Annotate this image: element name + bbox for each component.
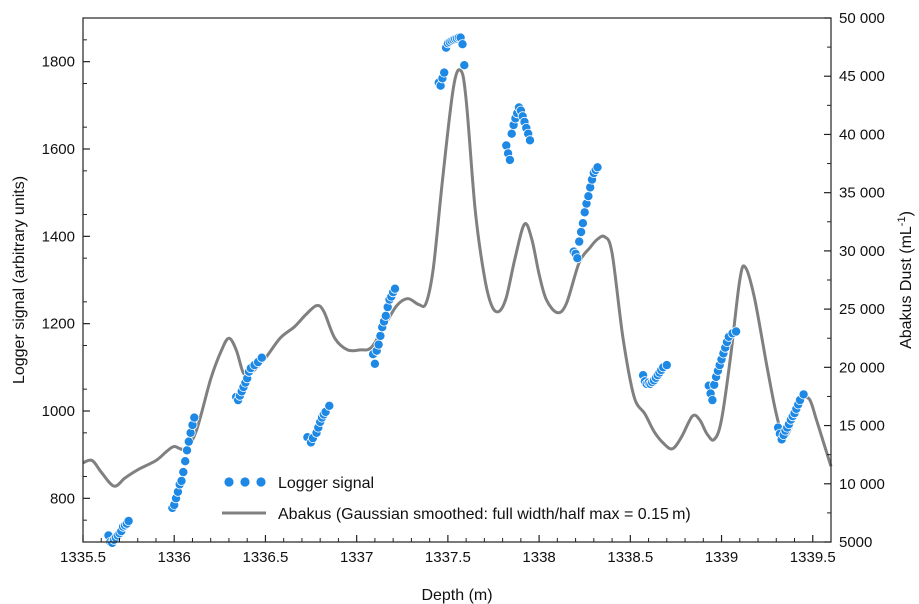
logger-point [375,330,386,341]
y-right-tick-label: 20 000 [839,359,885,376]
logger-point [577,218,588,229]
logger-point [256,352,267,363]
right-y-axis-title: Abakus Dust (mL-1) [896,211,915,349]
logger-point [439,67,450,78]
y-right-tick-label: 50 000 [839,10,885,27]
y-left-tick-label: 1400 [42,228,75,245]
y-right-tick-label: 45 000 [839,68,885,85]
legend: Logger signal Abakus (Gaussian smoothed:… [222,475,691,523]
logger-point [459,60,470,71]
abakus-line-layer [82,68,833,488]
logger-point [583,191,594,202]
legend-label-abakus: Abakus (Gaussian smoothed: full width/ha… [278,506,691,523]
logger-point [176,475,187,486]
x-tick-label: 1336.5 [242,549,288,566]
logger-point [389,283,400,294]
y-right-tick-label: 30 000 [839,243,885,260]
logger-point [572,253,583,264]
y-left-tick-label: 1600 [42,141,75,158]
x-tick-label: 1337.5 [425,549,471,566]
logger-point [178,467,189,478]
logger-point [798,389,809,400]
y-left-tick-label: 1200 [42,316,75,333]
y-right-tick-label: 5000 [839,534,872,551]
logger-point [525,135,536,146]
y-right-tick-label: 40 000 [839,126,885,143]
legend-dot [240,477,250,487]
y-left-tick-label: 800 [50,490,75,507]
logger-point [380,310,391,321]
logger-point [189,412,200,423]
logger-point [506,128,517,139]
logger-point [574,236,585,247]
x-tick-label: 1337 [340,549,373,566]
logger-point [457,39,468,50]
y-right-tick-label: 25 000 [839,301,885,318]
logger-point [180,456,191,467]
right-y-axis-title-end: ) [898,211,915,216]
x-tick-label: 1335.5 [60,549,106,566]
logger-point [324,400,335,411]
left-y-axis-title: Logger signal (arbitrary units) [11,176,28,384]
axes-layer: 1335.5 1336 1336.5 1337 1337.5 1338 1338.5 1339… [42,10,885,566]
logger-point [707,395,718,406]
logger-point [183,436,194,447]
y-right-tick-label: 35 000 [839,185,885,202]
abakus-line [82,68,833,488]
right-y-axis-title-main: Abakus Dust (mL [898,226,915,349]
x-tick-label: 1339 [705,549,738,566]
logger-point [731,326,742,337]
logger-point [123,516,134,527]
y-left-tick-label: 1800 [42,54,75,71]
logger-point [579,207,590,218]
logger-point [181,445,192,456]
logger-point [661,360,672,371]
logger-point [592,162,603,173]
y-right-tick-label: 10 000 [839,476,885,493]
x-tick-label: 1336 [158,549,191,566]
right-y-axis-title-sup: -1 [896,216,908,226]
legend-label-logger: Logger signal [278,475,374,492]
x-axis-title: Depth (m) [421,587,492,604]
y-left-tick-label: 1000 [42,403,75,420]
plot-frame [82,17,832,543]
logger-point [369,358,380,369]
y-right-tick-label: 15 000 [839,418,885,435]
x-tick-label: 1338.5 [607,549,653,566]
x-tick-label: 1338 [522,549,555,566]
x-tick-label: 1339.5 [790,549,836,566]
legend-dot [224,477,234,487]
logger-point [373,339,384,350]
legend-dot [256,477,266,487]
logger-point [504,154,515,165]
logger-point [576,226,587,237]
logger-signal-points [103,32,809,548]
